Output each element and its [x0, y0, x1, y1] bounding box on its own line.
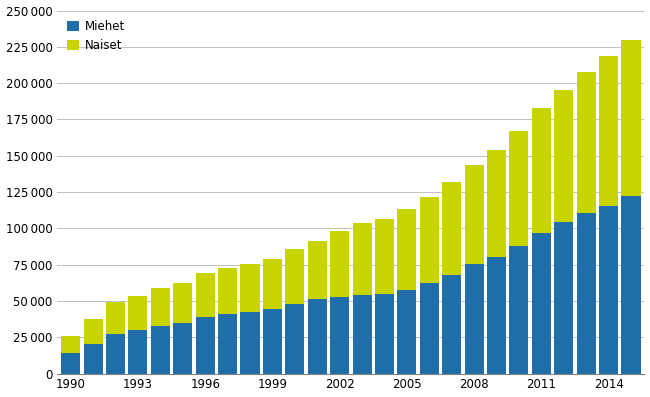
Bar	[285, 249, 304, 304]
Legend: Miehet, Naiset: Miehet, Naiset	[63, 16, 128, 56]
Bar	[510, 131, 528, 247]
Bar	[532, 233, 551, 374]
Bar	[61, 336, 80, 353]
Bar	[621, 40, 640, 196]
Bar	[218, 314, 237, 374]
Bar	[151, 288, 170, 326]
Bar	[174, 283, 192, 323]
Bar	[420, 283, 439, 374]
Bar	[487, 150, 506, 257]
Bar	[330, 231, 349, 297]
Bar	[420, 197, 439, 283]
Bar	[240, 264, 259, 312]
Bar	[510, 247, 528, 374]
Bar	[263, 259, 282, 309]
Bar	[106, 334, 125, 374]
Bar	[352, 295, 372, 374]
Bar	[532, 108, 551, 233]
Bar	[442, 275, 462, 374]
Bar	[61, 353, 80, 374]
Bar	[307, 241, 327, 299]
Bar	[129, 296, 148, 330]
Bar	[375, 219, 394, 294]
Bar	[129, 330, 148, 374]
Bar	[599, 206, 618, 374]
Bar	[106, 303, 125, 334]
Bar	[487, 257, 506, 374]
Bar	[465, 264, 484, 374]
Bar	[330, 297, 349, 374]
Bar	[465, 165, 484, 264]
Bar	[196, 317, 215, 374]
Bar	[442, 182, 462, 275]
Bar	[397, 290, 417, 374]
Bar	[285, 304, 304, 374]
Bar	[174, 323, 192, 374]
Bar	[577, 72, 595, 213]
Bar	[218, 268, 237, 314]
Bar	[554, 222, 573, 374]
Bar	[263, 309, 282, 374]
Bar	[621, 196, 640, 374]
Bar	[352, 223, 372, 295]
Bar	[554, 91, 573, 222]
Bar	[599, 56, 618, 206]
Bar	[151, 326, 170, 374]
Bar	[375, 294, 394, 374]
Bar	[397, 209, 417, 290]
Bar	[84, 319, 103, 344]
Bar	[196, 274, 215, 317]
Bar	[84, 344, 103, 374]
Bar	[240, 312, 259, 374]
Bar	[307, 299, 327, 374]
Bar	[577, 213, 595, 374]
